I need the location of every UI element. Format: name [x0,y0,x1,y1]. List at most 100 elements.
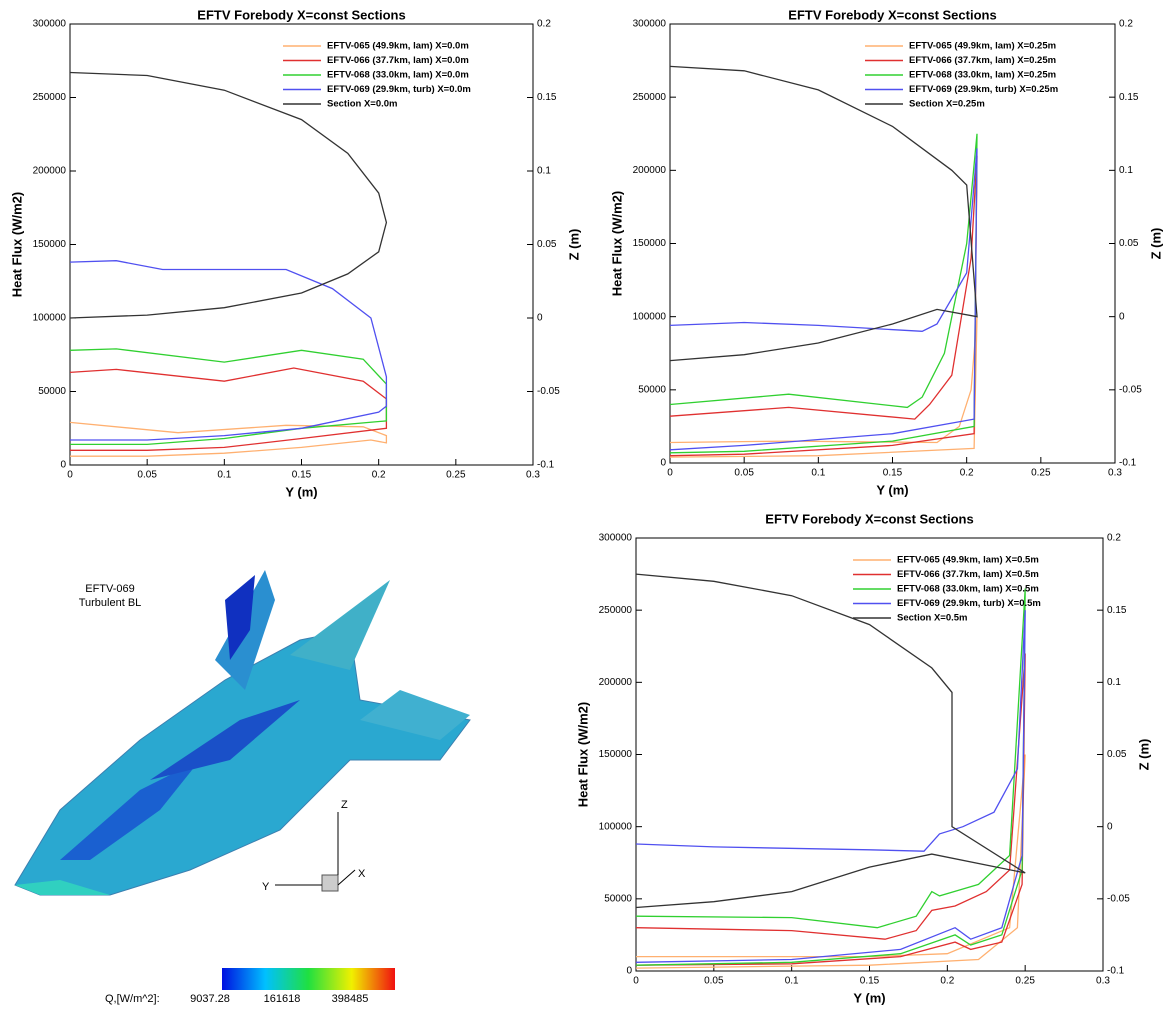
series-line [70,349,386,445]
series-line [636,610,1025,962]
x-tick-label: 0.05 [734,468,754,479]
x-tick-label: 0.05 [704,976,724,987]
x-tick-label: 0.3 [526,470,540,481]
y2-tick-label: 0.1 [1119,165,1133,176]
legend-label: Section X=0.25m [909,99,985,110]
colorbar-tick: 161618 [264,993,301,1005]
y-axis-label: Heat Flux (W/m2) [9,192,24,297]
series-line [636,654,1025,966]
x-tick-label: 0.15 [883,468,903,479]
x-tick-label: 0.05 [137,470,157,481]
x-tick-label: 0.2 [940,976,954,987]
y-tick-label: 200000 [599,677,633,688]
y2-tick-label: -0.1 [1107,966,1125,977]
y2-tick-label: 0.05 [1107,749,1127,760]
x-tick-label: 0.3 [1096,976,1110,987]
x-axis-label: Y (m) [285,484,317,499]
y-tick-label: 150000 [33,239,67,250]
y2-tick-label: 0.1 [1107,677,1121,688]
y-tick-label: 100000 [599,821,633,832]
y2-tick-label: 0 [1119,311,1125,322]
axis-label: Y [262,881,270,893]
x-tick-label: 0.25 [446,470,466,481]
y2-tick-label: -0.05 [537,386,560,397]
chart-title: EFTV Forebody X=const Sections [788,7,996,22]
legend-label: EFTV-066 (37.7km, lam) X=0.5m [897,569,1039,580]
x-tick-label: 0 [67,470,73,481]
y2-tick-label: -0.05 [1119,384,1142,395]
legend-label: EFTV-066 (37.7km, lam) X=0.0m [327,55,469,66]
aircraft-render [15,570,470,895]
y-tick-label: 150000 [633,238,667,249]
y2-tick-label: 0.05 [1119,238,1139,249]
y2-axis-label: Z (m) [1136,739,1151,771]
y2-tick-label: 0.15 [537,92,557,103]
figure: EFTV-069 Turbulent BL Z Y X Q,[W/m^2]: 9… [0,0,1165,1007]
y2-axis-label: Z (m) [566,229,581,261]
y-tick-label: 300000 [633,19,667,30]
y2-axis-label: Z (m) [1148,228,1163,260]
y-tick-label: 50000 [638,384,666,395]
x-axis-label: Y (m) [853,990,885,1005]
legend-label: EFTV-069 (29.9km, turb) X=0.0m [327,84,471,95]
y-axis-label: Heat Flux (W/m2) [609,191,624,296]
x-tick-label: 0.15 [860,976,880,987]
y-tick-label: 250000 [633,92,667,103]
y-tick-label: 100000 [33,313,67,324]
x-tick-label: 0.1 [217,470,231,481]
y2-tick-label: 0.15 [1107,605,1127,616]
x-tick-label: 0 [667,468,673,479]
colorbar [222,968,395,990]
series-line [670,134,977,453]
legend-label: EFTV-066 (37.7km, lam) X=0.25m [909,55,1056,66]
y2-tick-label: 0.05 [537,239,557,250]
series-line [670,148,977,449]
series-line [670,317,977,457]
legend-label: EFTV-069 (29.9km, turb) X=0.5m [897,598,1041,609]
series-line [636,574,1025,907]
legend-label: EFTV-068 (33.0km, lam) X=0.0m [327,70,469,81]
legend-label: EFTV-065 (49.9km, lam) X=0.5m [897,555,1039,566]
x-axis-label: Y (m) [876,482,908,497]
legend-label: EFTV-065 (49.9km, lam) X=0.25m [909,41,1056,52]
x-tick-label: 0.25 [1015,976,1035,987]
y-axis-label: Heat Flux (W/m2) [575,702,590,807]
y-tick-label: 100000 [633,311,667,322]
legend-label: EFTV-068 (33.0km, lam) X=0.5m [897,584,1039,595]
legend-label: EFTV-068 (33.0km, lam) X=0.25m [909,70,1056,81]
y2-tick-label: 0.2 [1107,533,1121,544]
y2-tick-label: 0.2 [1119,19,1133,30]
y-tick-label: 250000 [33,92,67,103]
series-line [70,422,386,456]
colorbar-label: Q,[W/m^2]: [105,993,160,1005]
series-line [670,156,977,456]
y-tick-label: 300000 [33,19,67,30]
y2-tick-label: 0.1 [537,166,551,177]
y2-tick-label: 0 [537,313,543,324]
legend-label: Section X=0.0m [327,99,398,110]
y-tick-label: 0 [626,966,632,977]
series-line [70,261,386,440]
axis-label: X [358,868,366,880]
x-tick-label: 0.3 [1108,468,1122,479]
series-line [636,589,1025,966]
x-tick-label: 0.1 [811,468,825,479]
y-tick-label: 0 [60,460,66,471]
y-tick-label: 0 [660,458,666,469]
x-tick-label: 0.2 [372,470,386,481]
y2-tick-label: -0.1 [1119,458,1137,469]
y2-tick-label: 0.2 [537,19,551,30]
y-tick-label: 250000 [599,605,633,616]
y-tick-label: 50000 [38,386,66,397]
colorbar-tick: 9037.28 [190,993,230,1005]
legend-label: EFTV-065 (49.9km, lam) X=0.0m [327,41,469,52]
x-tick-label: 0.15 [292,470,312,481]
chart-title: EFTV Forebody X=const Sections [765,511,973,526]
y-tick-label: 300000 [599,533,633,544]
x-tick-label: 0.25 [1031,468,1051,479]
colorbar-tick: 398485 [332,993,369,1005]
y-tick-label: 50000 [604,893,632,904]
y2-tick-label: 0 [1107,821,1113,832]
axis-label: Z [341,799,348,811]
axis-triad [275,812,355,891]
